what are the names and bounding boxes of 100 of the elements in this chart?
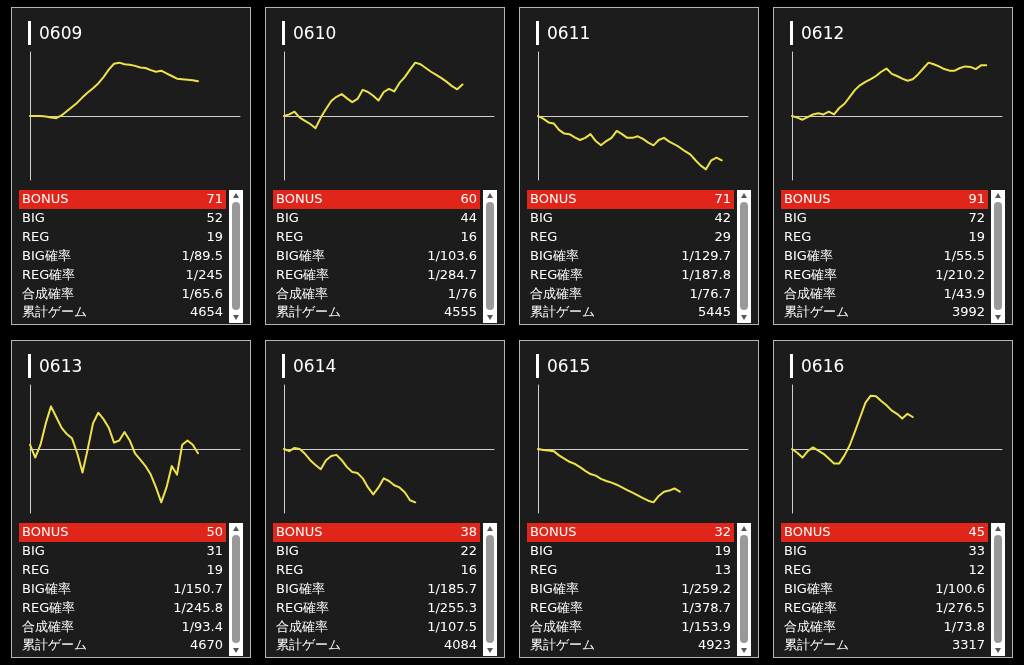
category-label: BIG確率 — [22, 246, 71, 265]
text: 1/255.3 — [427, 599, 477, 615]
category-label: BIG — [276, 541, 299, 560]
category-label: 累計ゲーム — [276, 636, 341, 655]
category-label: REG確率 — [784, 265, 838, 284]
chart-title: 0612 — [790, 21, 845, 45]
text: 1/93.4 — [181, 618, 223, 634]
category-label: 合成確率 — [530, 284, 582, 303]
category-label: 累計ゲーム — [784, 636, 849, 655]
category-label: BIG — [784, 208, 807, 227]
category-label: REG確率 — [530, 265, 584, 284]
category-label: BIG — [530, 541, 553, 560]
category-label: BIG — [22, 541, 45, 560]
category-label: BIG — [276, 208, 299, 227]
category-label: 累計ゲーム — [530, 303, 595, 322]
category-label: 合成確率 — [22, 617, 74, 636]
category-label: 合成確率 — [530, 617, 582, 636]
category-label: BONUS — [276, 190, 323, 208]
text: 19 — [206, 228, 223, 244]
category-label: BONUS — [276, 523, 323, 541]
chart-title: 0609 — [28, 21, 83, 45]
text: 1/65.6 — [181, 285, 223, 301]
category-label: REG確率 — [22, 265, 76, 284]
category-label: BIG — [784, 541, 807, 560]
text: 16 — [460, 228, 477, 244]
category-label: BONUS — [784, 523, 831, 541]
category-label: BIG確率 — [276, 579, 325, 598]
text: 1/76 — [447, 285, 477, 301]
category-label: REG — [530, 227, 558, 246]
category-label: 累計ゲーム — [22, 303, 87, 322]
text: 31 — [206, 542, 223, 558]
text: 12 — [968, 561, 985, 577]
text: 1/150.7 — [173, 580, 223, 596]
category-label: BIG — [530, 208, 553, 227]
text: 1/245.8 — [173, 599, 223, 615]
text: 60 — [460, 191, 477, 206]
text: 42 — [714, 209, 731, 225]
category-label: BIG確率 — [784, 579, 833, 598]
text: 52 — [206, 209, 223, 225]
text: 19 — [968, 228, 985, 244]
category-label: REG — [22, 560, 50, 579]
text: 1/210.2 — [935, 266, 985, 282]
text: 13 — [714, 561, 731, 577]
category-label: REG確率 — [22, 598, 76, 617]
category-label: REG — [530, 560, 558, 579]
text: 22 — [460, 542, 477, 558]
text: 1/187.8 — [681, 266, 731, 282]
chart-title: 0613 — [28, 354, 83, 378]
category-label: 累計ゲーム — [530, 636, 595, 655]
text: 1/43.9 — [943, 285, 985, 301]
text: 71 — [714, 191, 731, 206]
category-label: REG確率 — [276, 265, 330, 284]
text: 29 — [714, 228, 731, 244]
category-label: 合成確率 — [276, 284, 328, 303]
text: 71 — [206, 191, 223, 206]
text: 72 — [968, 209, 985, 225]
category-label: BONUS — [22, 190, 69, 208]
category-label: REG確率 — [276, 598, 330, 617]
text: 45 — [968, 524, 985, 539]
text: 1/100.6 — [935, 580, 985, 596]
category-label: REG確率 — [784, 598, 838, 617]
category-label: 累計ゲーム — [784, 303, 849, 322]
text: 1/73.8 — [943, 618, 985, 634]
category-label: 累計ゲーム — [22, 636, 87, 655]
category-label: REG — [784, 560, 812, 579]
text: 19 — [714, 542, 731, 558]
text: 1/185.7 — [427, 580, 477, 596]
text: 1/55.5 — [943, 247, 985, 263]
text: 4670 — [189, 637, 223, 653]
chart-title: 0611 — [536, 21, 591, 45]
text: 1/129.7 — [681, 247, 731, 263]
text: 5445 — [697, 304, 731, 320]
text: 1/153.9 — [681, 618, 731, 634]
category-label: BONUS — [530, 523, 577, 541]
category-label: BONUS — [784, 190, 831, 208]
text: 1/259.2 — [681, 580, 731, 596]
category-label: REG確率 — [530, 598, 584, 617]
text: 50 — [206, 524, 223, 539]
text: 4084 — [443, 637, 477, 653]
text: 4555 — [443, 304, 477, 320]
text: 3317 — [951, 637, 985, 653]
category-label: 合成確率 — [22, 284, 74, 303]
category-label: BONUS — [22, 523, 69, 541]
text: 3992 — [951, 304, 985, 320]
category-label: 合成確率 — [784, 617, 836, 636]
category-label: 合成確率 — [276, 617, 328, 636]
text: 44 — [460, 209, 477, 225]
text: 32 — [714, 524, 731, 539]
text: 1/276.5 — [935, 599, 985, 615]
text: 1/284.7 — [427, 266, 477, 282]
category-label: REG — [276, 227, 304, 246]
text: 1/107.5 — [427, 618, 477, 634]
text: 1/245 — [185, 266, 223, 282]
text: 38 — [460, 524, 477, 539]
text: 1/76.7 — [689, 285, 731, 301]
text: 1/89.5 — [181, 247, 223, 263]
text: 33 — [968, 542, 985, 558]
chart-title: 0615 — [536, 354, 591, 378]
category-label: REG — [276, 560, 304, 579]
category-label: BIG確率 — [530, 579, 579, 598]
